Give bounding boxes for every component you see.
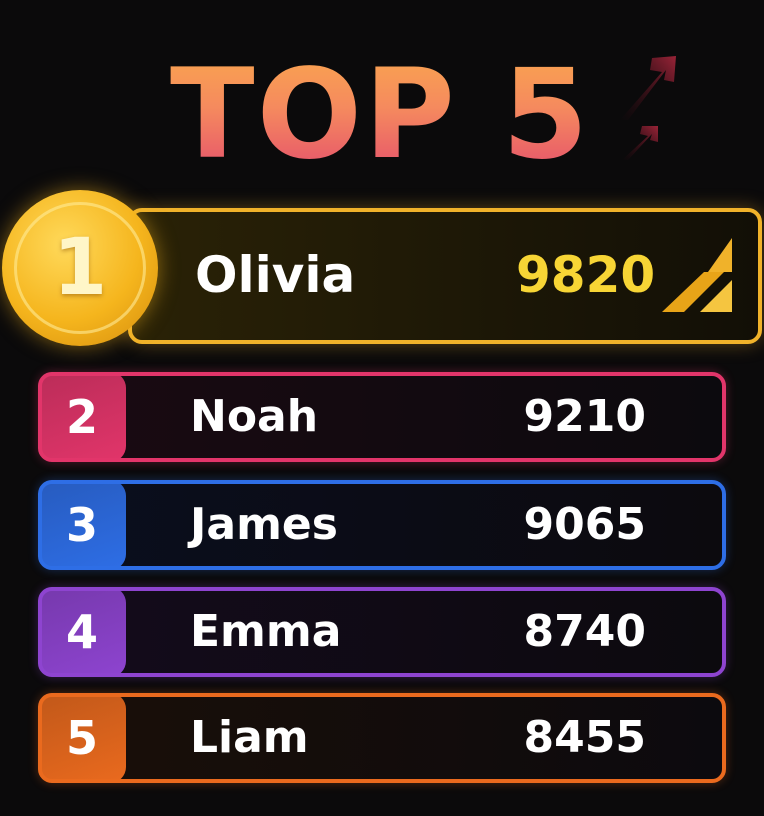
rank-number: 1 (52, 223, 108, 313)
leaderboard-row-1 (128, 208, 762, 344)
rank-number: 5 (65, 711, 98, 765)
player-name: Noah (190, 391, 319, 442)
rank-number: 2 (65, 390, 98, 444)
leaderboard-row-3 (38, 480, 726, 570)
player-score: 9820 (516, 246, 656, 304)
player-name: Olivia (195, 246, 356, 304)
trend-up-icon (662, 238, 732, 312)
rank-badge: 2 (38, 372, 126, 462)
player-name: Emma (190, 606, 342, 657)
player-name: James (190, 499, 338, 550)
rank-badge: 4 (38, 587, 126, 677)
player-name: Liam (190, 712, 309, 763)
rank-badge: 3 (38, 480, 126, 570)
rank-number: 3 (65, 498, 98, 552)
player-score: 8455 (523, 712, 646, 763)
leaderboard-row-2 (38, 372, 726, 462)
leaderboard-row-4 (38, 587, 726, 677)
leaderboard-row-5 (38, 693, 726, 783)
rising-arrows-icon (620, 56, 676, 160)
page-title: TOP 5 (170, 40, 590, 190)
gold-medal-badge: 1 (2, 190, 158, 346)
player-score: 9210 (523, 391, 646, 442)
player-score: 9065 (523, 499, 646, 550)
player-score: 8740 (523, 606, 646, 657)
rank-badge: 5 (38, 693, 126, 783)
rank-number: 4 (65, 605, 98, 659)
